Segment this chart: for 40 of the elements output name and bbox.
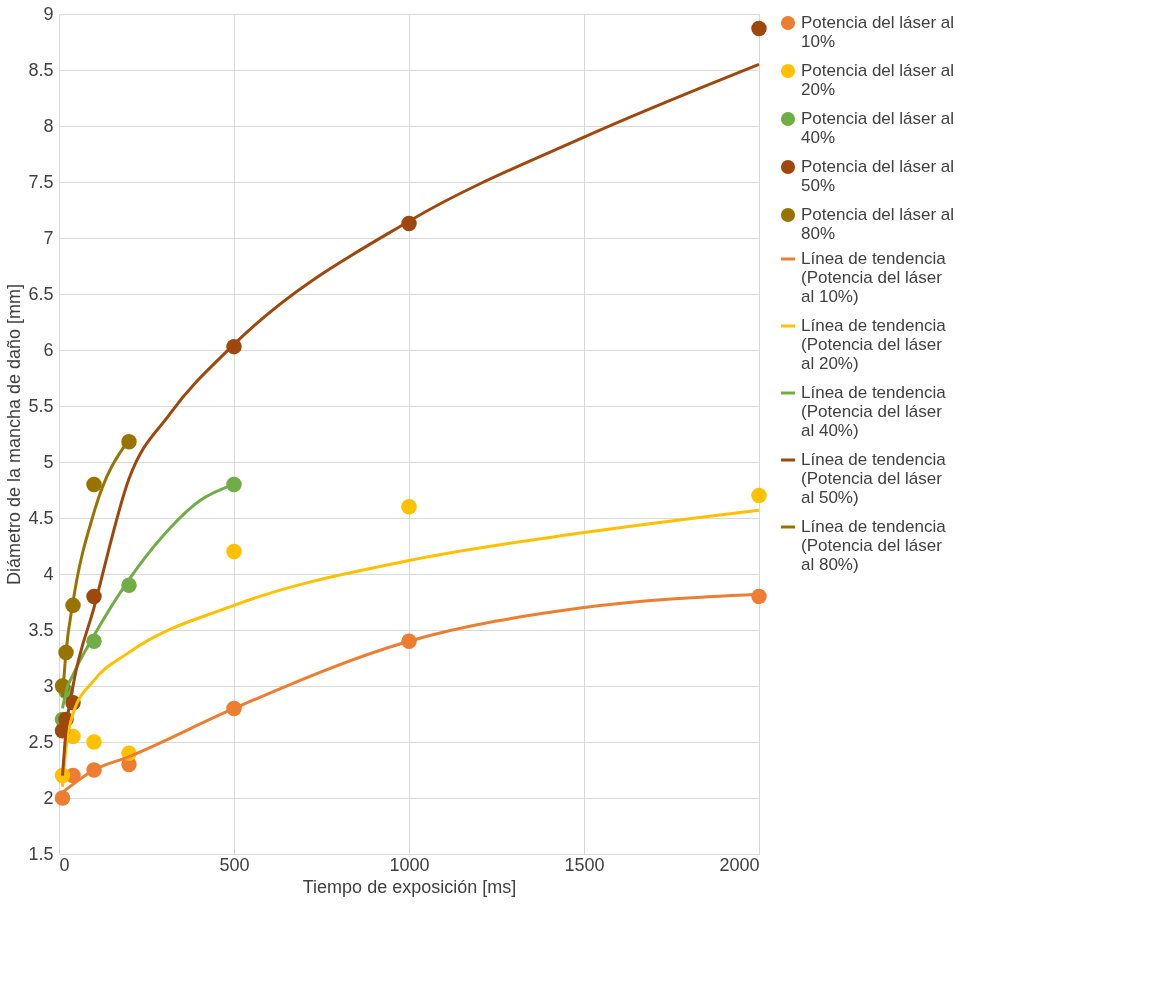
y-tick-label: 9 [43,3,54,24]
legend-label: Potencia del láser al 50% [801,157,955,195]
legend-label: Línea de tendencia (Potencia del láser al 40%) [801,383,947,440]
x-axis-title: Tiempo de exposición [ms] [302,876,517,897]
y-axis-title: Diámetro de la mancha de daño [mm] [4,283,25,586]
y-tick-label: 5.5 [28,395,54,416]
legend-label: Potencia del láser al 80% [801,205,955,243]
y-tick-label: 2.5 [28,731,54,752]
point [86,734,102,750]
y-tick-label: 1.5 [28,843,54,864]
y-tick-label: 7 [43,227,54,248]
point [86,476,102,493]
legend-label: Potencia del láser al 40% [801,109,955,147]
x-tick-label: 0 [59,854,70,875]
y-tick-label: 7.5 [28,171,54,192]
point [751,487,767,504]
legend-label: Línea de tendencia (Potencia del láser al 50%) [801,450,947,507]
point [226,543,242,560]
x-tick-label: 500 [219,854,250,875]
y-tick-label: 2 [43,787,54,808]
y-tick-label: 3.5 [28,619,54,640]
y-tick-label: 6 [43,339,54,360]
legend-label: Línea de tendencia (Potencia del láser al 10%) [801,249,947,306]
y-tick-label: 4.5 [28,507,54,528]
legend-label: Línea de tendencia (Potencia del láser al 80%) [801,517,947,574]
y-tick-label: 5 [43,451,54,472]
legend-label: Potencia del láser al 10% [801,13,955,51]
point [751,20,767,37]
x-tick-label: 1000 [389,854,430,875]
y-tick-label: 8 [43,115,54,136]
x-tick-label: 1500 [564,854,605,875]
y-tick-label: 4 [43,563,54,584]
x-tick-label: 2000 [719,854,760,875]
y-tick-label: 3 [43,675,54,696]
y-tick-label: 6.5 [28,283,54,304]
legend-label: Línea de tendencia (Potencia del láser al 20%) [801,316,947,373]
point [54,790,71,806]
y-tick-label: 8.5 [28,59,54,80]
legend-label: Potencia del láser al 20% [801,61,955,99]
point [401,499,417,515]
